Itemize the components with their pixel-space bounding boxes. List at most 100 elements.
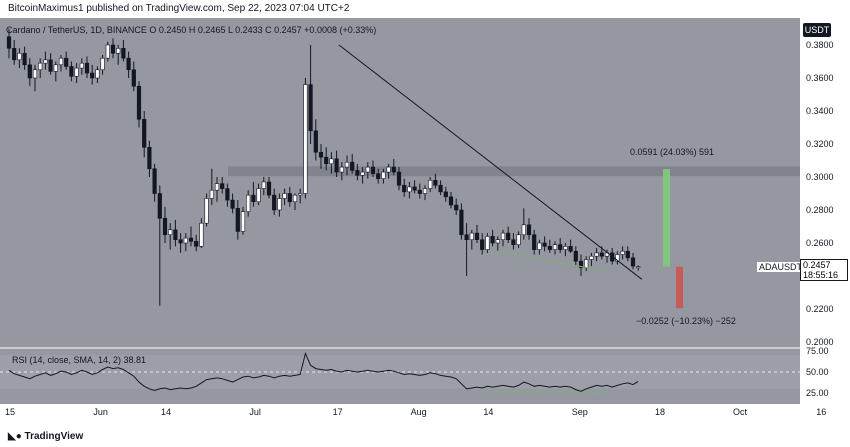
candle-down bbox=[69, 66, 74, 77]
candle-down bbox=[599, 252, 604, 257]
price-tick-label: 0.2600 bbox=[806, 238, 834, 248]
candle-down bbox=[266, 181, 272, 196]
downside-annotation: −0.0252 (−10.23%) −252 bbox=[636, 316, 736, 326]
candle-up bbox=[100, 57, 105, 71]
candle-up bbox=[636, 266, 641, 269]
candle-down bbox=[147, 147, 152, 170]
candle-up bbox=[589, 255, 594, 260]
candle-up bbox=[563, 246, 568, 250]
candle-up bbox=[43, 59, 48, 64]
publisher-header: BitcoinMaximus1 published on TradingView… bbox=[0, 0, 850, 18]
upside-annotation: 0.0591 (24.03%) 591 bbox=[630, 147, 714, 157]
candle-up bbox=[79, 62, 84, 69]
candle-up bbox=[74, 67, 79, 77]
candle-down bbox=[526, 224, 532, 236]
candle-down bbox=[573, 250, 578, 262]
candle-down bbox=[370, 166, 376, 175]
candle-up bbox=[360, 171, 365, 176]
time-tick-label: 15 bbox=[5, 407, 15, 417]
candle-down bbox=[318, 151, 324, 158]
candle-down bbox=[131, 69, 136, 87]
candle-down bbox=[547, 246, 552, 250]
candle-up bbox=[329, 158, 334, 165]
candle-down bbox=[324, 156, 329, 165]
candle-down bbox=[350, 161, 355, 171]
price-axis[interactable] bbox=[800, 18, 850, 404]
descending-resistance-line bbox=[338, 44, 643, 280]
candle-down bbox=[12, 47, 17, 61]
candle-down bbox=[355, 170, 360, 176]
candle-down bbox=[417, 189, 422, 194]
candle-down bbox=[558, 244, 563, 250]
candle-up bbox=[168, 229, 173, 236]
candle-down bbox=[630, 257, 636, 267]
last-price: 0.2457 bbox=[803, 260, 831, 270]
candle-down bbox=[230, 199, 235, 209]
candle-down bbox=[334, 158, 339, 173]
candle-up bbox=[495, 239, 500, 244]
candle-up bbox=[261, 181, 266, 189]
candle-up bbox=[422, 188, 428, 194]
candle-up bbox=[209, 189, 214, 199]
resistance-zone bbox=[228, 166, 800, 177]
candle-up bbox=[339, 166, 344, 173]
candle-up bbox=[17, 52, 22, 61]
time-tick-label: Aug bbox=[411, 407, 427, 417]
candle-down bbox=[396, 171, 402, 186]
candle-down bbox=[110, 44, 116, 54]
candle-up bbox=[485, 236, 490, 250]
rsi-divergence-line bbox=[492, 391, 606, 394]
candle-up bbox=[428, 180, 433, 189]
publisher-text: BitcoinMaximus1 published on TradingView… bbox=[8, 3, 350, 14]
candle-up bbox=[95, 69, 100, 79]
candle-up bbox=[620, 250, 625, 255]
candle-down bbox=[438, 184, 443, 193]
support-line bbox=[492, 249, 606, 272]
price-tick-label: 0.3400 bbox=[806, 106, 834, 116]
candle-down bbox=[402, 184, 407, 193]
candle-up bbox=[615, 254, 620, 262]
time-tick-label: 14 bbox=[161, 407, 171, 417]
candle-up bbox=[303, 84, 308, 194]
tradingview-logo: ◣● TradingView bbox=[8, 431, 83, 442]
candle-down bbox=[121, 47, 126, 59]
rsi-tick-label: 50.00 bbox=[806, 367, 829, 377]
candle-up bbox=[537, 242, 542, 250]
candle-down bbox=[454, 204, 459, 211]
candle-up bbox=[407, 186, 412, 193]
candle-down bbox=[480, 239, 485, 250]
time-tick-label: Jul bbox=[249, 407, 261, 417]
logo-icon: ◣● bbox=[8, 431, 25, 442]
candle-down bbox=[490, 236, 495, 244]
candle-down bbox=[173, 229, 178, 241]
candle-down bbox=[433, 180, 438, 186]
candle-down bbox=[464, 234, 469, 240]
candle-up bbox=[344, 161, 350, 168]
time-tick-label: Sep bbox=[572, 407, 588, 417]
candle-up bbox=[500, 232, 506, 241]
candle-down bbox=[27, 64, 32, 79]
candle-up bbox=[214, 183, 220, 191]
currency-badge[interactable]: USDT bbox=[803, 23, 831, 37]
time-tick-label: Jun bbox=[93, 407, 108, 417]
candle-up bbox=[521, 224, 526, 236]
time-tick-label: 16 bbox=[816, 407, 826, 417]
candle-up bbox=[53, 64, 58, 72]
candle-down bbox=[308, 84, 313, 132]
time-axis[interactable] bbox=[0, 404, 850, 426]
downside-target-bar bbox=[676, 266, 683, 309]
candle-down bbox=[287, 193, 292, 203]
candle-down bbox=[194, 241, 199, 247]
candle-up bbox=[183, 237, 188, 244]
symbol-price-tag: ADAUSDT bbox=[757, 262, 805, 272]
candle-down bbox=[178, 239, 183, 244]
candle-up bbox=[298, 193, 303, 196]
candle-up bbox=[381, 171, 386, 179]
candle-down bbox=[64, 57, 69, 67]
candle-down bbox=[459, 209, 464, 236]
candle-down bbox=[152, 168, 157, 194]
candle-down bbox=[157, 193, 162, 219]
candle-up bbox=[282, 193, 287, 199]
candle-down bbox=[188, 237, 194, 242]
